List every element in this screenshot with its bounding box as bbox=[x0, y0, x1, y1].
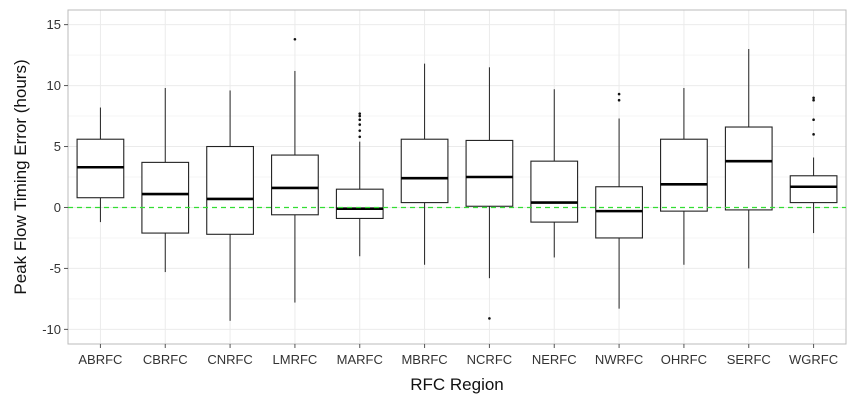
iqr-box bbox=[400, 138, 449, 204]
x-tick-label: MBRFC bbox=[401, 352, 447, 367]
x-tick-label: ABRFC bbox=[78, 352, 122, 367]
outlier-point bbox=[488, 317, 491, 320]
iqr-box bbox=[465, 139, 514, 207]
iqr-box bbox=[789, 175, 838, 204]
box-nerfc bbox=[530, 89, 579, 258]
x-tick-label: NCRFC bbox=[467, 352, 513, 367]
outlier-point bbox=[358, 114, 362, 118]
box-series bbox=[76, 37, 838, 321]
plot-panel-border bbox=[67, 9, 847, 345]
x-axis-title: RFC Region bbox=[410, 375, 504, 394]
outlier-point bbox=[617, 92, 621, 96]
box-marfc bbox=[335, 112, 384, 257]
y-axis-title: Peak Flow Timing Error (hours) bbox=[11, 59, 30, 294]
iqr-box bbox=[206, 145, 254, 235]
iqr-box bbox=[530, 160, 579, 223]
x-tick-label: NERFC bbox=[532, 352, 577, 367]
y-tick-label: -10 bbox=[42, 322, 61, 337]
box-serfc bbox=[724, 49, 773, 269]
y-tick-label: -5 bbox=[49, 261, 61, 276]
box-abrfc bbox=[76, 107, 125, 223]
box-cbrfc bbox=[141, 88, 190, 273]
box-ohrfc bbox=[660, 88, 708, 265]
y-axis-ticks: -10 -5 0 5 10 15 bbox=[42, 17, 68, 337]
outlier-point bbox=[812, 118, 815, 122]
outlier-point bbox=[812, 133, 815, 136]
y-tick-label: 5 bbox=[54, 139, 61, 154]
x-axis-ticks: ABRFC CBRFC CNRFC LMRFC MARFC MBRFC NCRFC NERFC… bbox=[78, 344, 838, 367]
x-tick-label: NWRFC bbox=[595, 352, 643, 367]
outlier-point bbox=[293, 37, 297, 41]
box-lmrfc bbox=[271, 37, 319, 303]
x-tick-label: CNRFC bbox=[207, 352, 253, 367]
iqr-box bbox=[660, 138, 708, 212]
x-tick-label: LMRFC bbox=[273, 352, 318, 367]
box-ncrfc bbox=[465, 67, 514, 320]
outlier-point bbox=[358, 112, 362, 115]
x-tick-label: WGRFC bbox=[789, 352, 838, 367]
iqr-box bbox=[271, 154, 319, 216]
box-cnrfc bbox=[206, 90, 254, 321]
y-tick-label: 10 bbox=[47, 78, 61, 93]
outlier-point bbox=[617, 98, 621, 102]
outlier-point bbox=[358, 118, 362, 122]
outlier-point bbox=[358, 123, 362, 126]
iqr-box bbox=[724, 126, 773, 211]
y-tick-label: 0 bbox=[54, 200, 61, 215]
outlier-point bbox=[358, 135, 362, 139]
y-tick-label: 15 bbox=[47, 17, 61, 32]
x-tick-label: OHRFC bbox=[661, 352, 707, 367]
x-tick-label: SERFC bbox=[727, 352, 771, 367]
x-tick-label: CBRFC bbox=[143, 352, 188, 367]
grid-minor-lines bbox=[68, 54, 846, 300]
box-nwrfc bbox=[595, 92, 643, 309]
box-mbrfc bbox=[400, 63, 449, 265]
x-tick-label: MARFC bbox=[337, 352, 383, 367]
outlier-point bbox=[812, 96, 815, 100]
iqr-box bbox=[335, 188, 384, 219]
iqr-box bbox=[141, 161, 190, 234]
outlier-point bbox=[812, 98, 815, 102]
outlier-point bbox=[358, 129, 362, 132]
box-wgrfc bbox=[789, 96, 838, 234]
